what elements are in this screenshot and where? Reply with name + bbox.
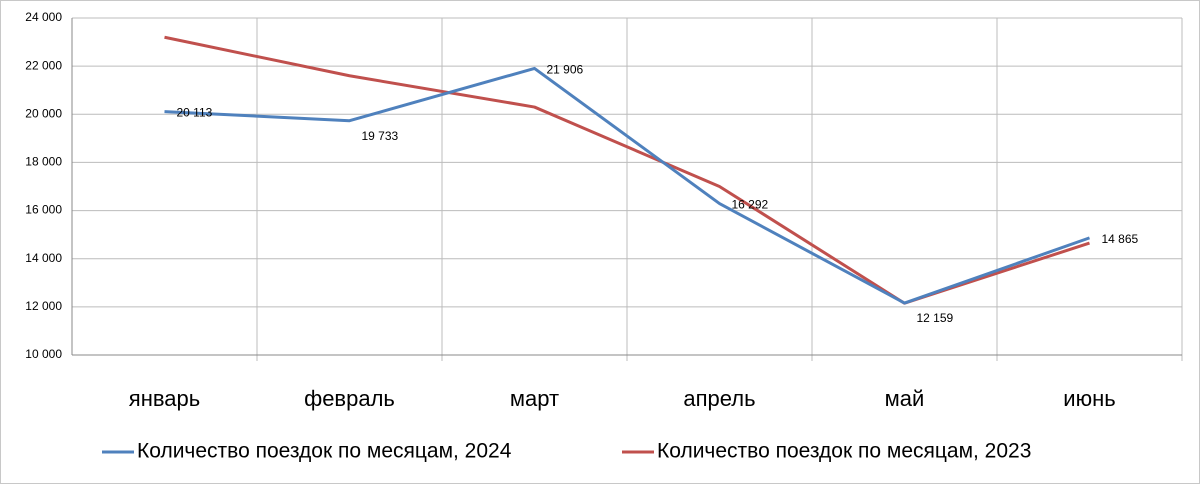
x-tick-label: июнь [1063, 386, 1115, 411]
y-tick-label: 18 000 [25, 155, 62, 169]
y-tick-label: 16 000 [25, 203, 62, 217]
x-tick-label: февраль [304, 386, 395, 411]
x-tick-label: май [885, 386, 925, 411]
y-tick-label: 14 000 [25, 251, 62, 265]
data-label: 21 906 [547, 63, 584, 77]
legend-label: Количество поездок по месяцам, 2024 [137, 440, 512, 463]
y-tick-label: 20 000 [25, 106, 62, 120]
data-label: 20 113 [177, 106, 213, 120]
y-tick-label: 12 000 [25, 299, 62, 313]
y-tick-label: 10 000 [25, 347, 62, 361]
x-tick-label: апрель [683, 386, 755, 411]
x-tick-label: март [510, 386, 559, 411]
data-label: 16 292 [732, 198, 769, 212]
data-label: 12 159 [917, 311, 954, 325]
y-tick-label: 22 000 [25, 58, 62, 72]
legend-label: Количество поездок по месяцам, 2023 [657, 440, 1031, 463]
y-tick-label: 24 000 [25, 10, 62, 24]
data-label: 19 733 [362, 129, 399, 143]
series-line [164, 66, 1090, 305]
x-tick-label: январь [129, 386, 200, 411]
data-label: 14 865 [1102, 232, 1139, 246]
